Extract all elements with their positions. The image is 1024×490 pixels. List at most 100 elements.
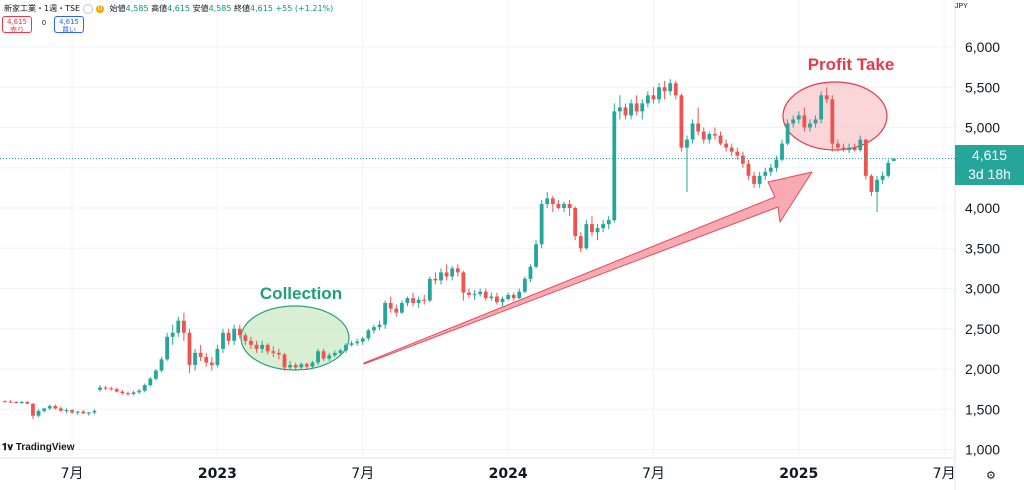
candle-body [618,107,622,112]
candle-body [495,296,499,303]
candle-body [824,95,829,100]
candle [707,131,712,144]
candle [495,292,499,305]
candle-body [679,95,684,148]
candle-body [366,330,371,339]
candle-body [243,335,248,341]
symbol-title[interactable]: 新家工業・1週・TSE [4,4,81,13]
candle-body [735,151,740,156]
candle-body [584,224,589,249]
candle [187,328,192,374]
candle-body [880,175,885,180]
price-axis[interactable]: 1,0001,5002,0002,5003,0003,5004,0004,500… [965,39,1000,458]
candle-body [522,278,527,292]
profit-take-ellipse[interactable] [782,81,888,151]
candle-body [332,352,337,356]
candle-body [869,175,874,192]
candle [137,389,142,394]
circle-icon[interactable] [83,3,94,14]
candle [444,264,449,281]
candle-body [277,352,281,355]
candle-body [176,320,181,333]
candle [629,99,633,120]
candle-body [796,115,801,120]
tradingview-logo[interactable]: 𝟏𝐯 TradingView [2,442,75,453]
y-tick-label: 3,000 [965,281,1000,297]
candle-body [478,291,483,295]
candle-body [170,332,175,337]
candle [891,158,896,161]
candle [500,296,505,307]
candle [176,316,181,337]
time-axis[interactable]: 7月 2023 7月 2024 7月 2025 7月 [61,466,956,482]
candle-body [142,385,147,391]
candle-body [740,155,745,164]
candle-body [455,268,460,273]
candle [634,95,639,116]
candle-body [472,294,477,296]
candle [411,292,415,307]
candle [450,265,455,281]
candle-body [623,107,628,116]
candle [713,127,717,140]
candle-body [92,410,97,413]
candle-body [282,354,287,368]
candle [338,348,343,355]
candle [243,332,248,345]
buy-button[interactable]: 4,615 買い [54,16,84,34]
candle-body [645,95,650,104]
candle [785,119,790,146]
candle [232,324,237,345]
candle-body [780,143,784,160]
candle [578,232,583,253]
candle-body [154,370,158,379]
candle [126,391,130,396]
collection-label[interactable]: Collection [260,284,342,303]
candle [332,350,337,357]
profit-take-label[interactable]: Profit Take [808,55,895,74]
candle-body [757,175,762,184]
settings-gear-icon[interactable]: ⚙ [986,470,996,482]
candle [8,399,13,403]
candle-body [64,410,69,412]
candle [249,336,253,349]
candle-body [405,298,410,303]
candle [690,119,695,144]
candle [483,288,488,301]
candle [746,159,751,180]
collection-ellipse[interactable] [240,305,350,371]
candle [601,220,606,233]
candle [25,401,30,405]
candle [489,292,494,301]
candle [651,87,656,104]
candle [819,91,824,124]
open-label: 始値 [109,4,126,13]
candle-body [8,401,13,403]
candle-body [383,302,388,325]
high-label: 高値 [151,4,168,13]
candle [422,294,427,305]
sell-button[interactable]: 4,615 売り [2,16,32,34]
trend-arrow[interactable] [363,171,813,365]
candle [757,171,762,188]
candle-body [718,135,723,144]
candle-body [685,139,689,148]
change-value: +55 (+1.21%) [275,4,334,13]
candle-body [377,324,382,328]
candle-body [506,294,510,299]
candle [321,348,326,361]
candle [847,143,851,154]
candle-body [103,387,108,389]
candle [763,167,768,180]
candle [472,290,477,300]
candle [836,139,840,152]
x-tick-label: 2023 [198,466,237,482]
candle-body [198,352,203,357]
candle-body [567,203,572,208]
candle [265,343,270,355]
candle-body [808,123,812,128]
currency-label[interactable]: JPY [955,3,968,10]
candle [131,390,136,396]
open-value: 4,585 [125,4,149,13]
